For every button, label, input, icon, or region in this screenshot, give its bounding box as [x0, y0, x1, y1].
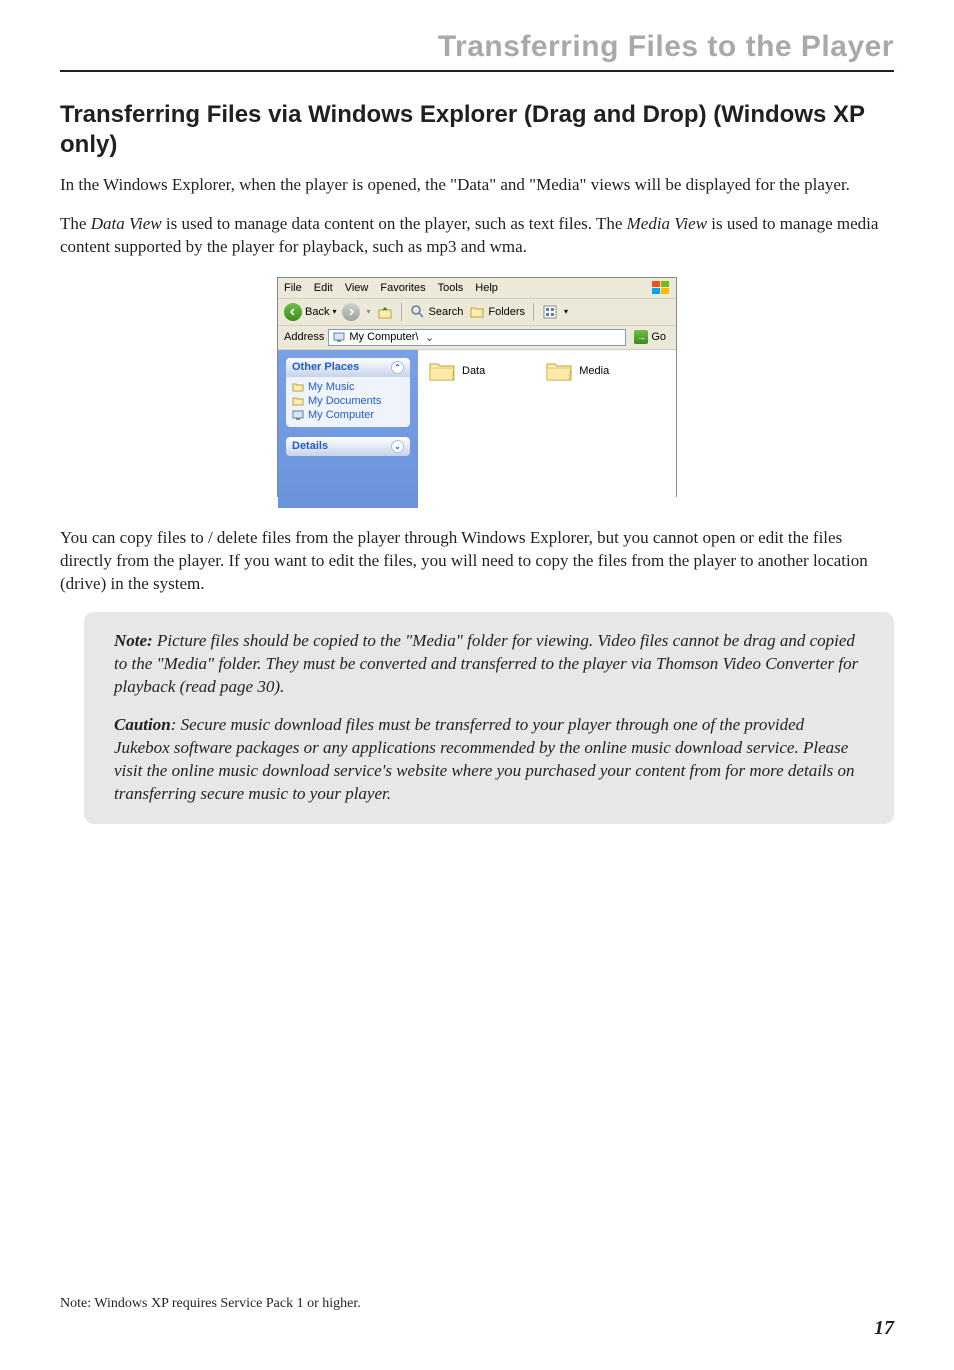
search-button[interactable]: Search	[410, 304, 464, 320]
toolbar: Back ▾ ▾ Search Folders	[278, 299, 676, 326]
go-label: Go	[651, 331, 666, 343]
sidebar-item-music[interactable]: My Music	[292, 381, 404, 393]
explorer-screenshot: File Edit View Favorites Tools Help Back	[277, 277, 677, 497]
views-button[interactable]	[542, 304, 558, 320]
details-title: Details	[292, 440, 328, 452]
collapse-icon: ⌃	[391, 361, 404, 374]
caution-text: : Secure music download files must be tr…	[114, 715, 855, 803]
page-header-title: Transferring Files to the Player	[438, 30, 894, 63]
page-number: 17	[874, 1317, 894, 1340]
address-label: Address	[284, 331, 324, 343]
menubar: File Edit View Favorites Tools Help	[278, 278, 676, 299]
menu-edit[interactable]: Edit	[314, 282, 333, 294]
go-button[interactable]: → Go	[630, 330, 670, 344]
details-header[interactable]: Details ⌄	[286, 437, 410, 456]
menu-favorites[interactable]: Favorites	[380, 282, 425, 294]
back-button[interactable]: Back ▾	[284, 303, 336, 321]
address-field[interactable]: My Computer\ ⌄	[328, 329, 626, 346]
copy-delete-para: You can copy files to / delete files fro…	[60, 527, 894, 596]
music-folder-icon	[292, 381, 304, 393]
menu-tools[interactable]: Tools	[438, 282, 464, 294]
note-paragraph: Note: Picture files should be copied to …	[114, 630, 864, 699]
menu-help[interactable]: Help	[475, 282, 498, 294]
folders-button[interactable]: Folders	[469, 304, 525, 320]
up-button[interactable]	[377, 304, 393, 320]
explorer-body: Other Places ⌃ My Music My Documents	[278, 350, 676, 508]
folder-content: Data Media	[418, 350, 676, 508]
my-documents-label: My Documents	[308, 395, 381, 407]
back-icon	[284, 303, 302, 321]
data-folder-label: Data	[462, 365, 485, 377]
forward-button[interactable]	[342, 303, 360, 321]
menu-file[interactable]: File	[284, 282, 302, 294]
other-places-header[interactable]: Other Places ⌃	[286, 358, 410, 377]
my-computer-label: My Computer	[308, 409, 374, 421]
my-computer-icon	[292, 409, 304, 421]
note-text: Picture files should be copied to the "M…	[114, 631, 858, 696]
other-places-title: Other Places	[292, 361, 359, 373]
documents-folder-icon	[292, 395, 304, 407]
media-folder[interactable]: Media	[545, 360, 609, 382]
caution-label: Caution	[114, 715, 171, 734]
note-box: Note: Picture files should be copied to …	[84, 612, 894, 825]
media-folder-label: Media	[579, 365, 609, 377]
go-icon: →	[634, 330, 648, 344]
toolbar-divider-1	[401, 303, 402, 321]
media-view-term: Media View	[627, 214, 707, 233]
folders-label: Folders	[488, 306, 525, 318]
back-dropdown-icon: ▾	[332, 307, 336, 316]
sidebar: Other Places ⌃ My Music My Documents	[278, 350, 418, 508]
forward-dropdown-icon: ▾	[366, 307, 370, 316]
address-bar: Address My Computer\ ⌄ → Go	[278, 326, 676, 350]
address-value: My Computer\	[349, 331, 418, 343]
p2-prefix: The	[60, 214, 91, 233]
my-music-label: My Music	[308, 381, 354, 393]
search-icon	[410, 304, 426, 320]
views-dropdown-icon: ▾	[564, 307, 568, 316]
folder-icon	[428, 360, 456, 382]
computer-icon	[333, 331, 345, 343]
note-label: Note:	[114, 631, 153, 650]
details-panel: Details ⌄	[286, 437, 410, 456]
windows-logo-icon	[652, 281, 670, 295]
caution-paragraph: Caution: Secure music download files mus…	[114, 714, 864, 806]
other-places-body: My Music My Documents My Computer	[286, 377, 410, 427]
sidebar-item-documents[interactable]: My Documents	[292, 395, 404, 407]
data-folder[interactable]: Data	[428, 360, 485, 382]
other-places-panel: Other Places ⌃ My Music My Documents	[286, 358, 410, 427]
folders-icon	[469, 304, 485, 320]
data-view-term: Data View	[91, 214, 162, 233]
page-header: Transferring Files to the Player	[60, 30, 894, 72]
expand-icon: ⌄	[391, 440, 404, 453]
section-title: Transferring Files via Windows Explorer …	[60, 100, 894, 160]
toolbar-divider-2	[533, 303, 534, 321]
address-dropdown-icon[interactable]: ⌄	[422, 331, 436, 344]
back-label: Back	[305, 306, 329, 318]
folder-icon	[545, 360, 573, 382]
footnote: Note: Windows XP requires Service Pack 1…	[60, 1296, 361, 1312]
sidebar-item-computer[interactable]: My Computer	[292, 409, 404, 421]
content: Transferring Files via Windows Explorer …	[60, 100, 894, 824]
intro-para-2: The Data View is used to manage data con…	[60, 213, 894, 259]
search-label: Search	[429, 306, 464, 318]
menu-view[interactable]: View	[345, 282, 369, 294]
intro-para-1: In the Windows Explorer, when the player…	[60, 174, 894, 197]
p2-mid: is used to manage data content on the pl…	[162, 214, 627, 233]
